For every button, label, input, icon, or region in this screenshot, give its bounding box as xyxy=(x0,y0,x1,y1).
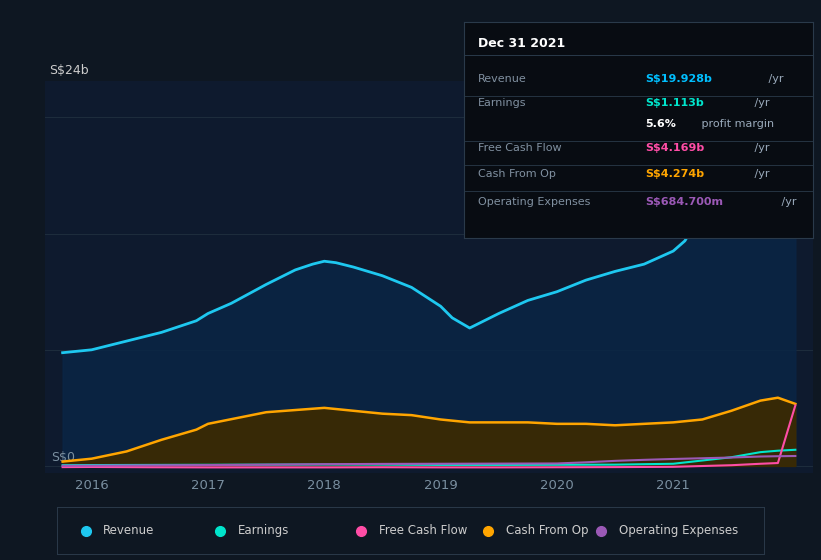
Text: Cash From Op: Cash From Op xyxy=(478,169,556,179)
Text: Operating Expenses: Operating Expenses xyxy=(619,524,738,537)
Text: Free Cash Flow: Free Cash Flow xyxy=(378,524,467,537)
Text: /yr: /yr xyxy=(751,143,770,153)
Text: Cash From Op: Cash From Op xyxy=(506,524,589,537)
Text: Free Cash Flow: Free Cash Flow xyxy=(478,143,562,153)
Text: profit margin: profit margin xyxy=(699,119,774,129)
Text: S$684.700m: S$684.700m xyxy=(645,197,723,207)
Text: Earnings: Earnings xyxy=(237,524,289,537)
Text: Earnings: Earnings xyxy=(478,98,526,108)
Text: S$19.928b: S$19.928b xyxy=(645,74,712,84)
Text: S$1.113b: S$1.113b xyxy=(645,98,704,108)
Text: Revenue: Revenue xyxy=(478,74,526,84)
Text: S$24b: S$24b xyxy=(49,64,89,77)
Text: 5.6%: 5.6% xyxy=(645,119,677,129)
Text: S$0: S$0 xyxy=(51,451,75,464)
Text: S$4.169b: S$4.169b xyxy=(645,143,704,153)
Text: /yr: /yr xyxy=(764,74,783,84)
Text: Operating Expenses: Operating Expenses xyxy=(478,197,590,207)
Text: Revenue: Revenue xyxy=(103,524,154,537)
Text: /yr: /yr xyxy=(778,197,796,207)
Text: /yr: /yr xyxy=(751,98,770,108)
Text: /yr: /yr xyxy=(751,169,770,179)
Text: S$4.274b: S$4.274b xyxy=(645,169,704,179)
Text: Dec 31 2021: Dec 31 2021 xyxy=(478,38,565,50)
